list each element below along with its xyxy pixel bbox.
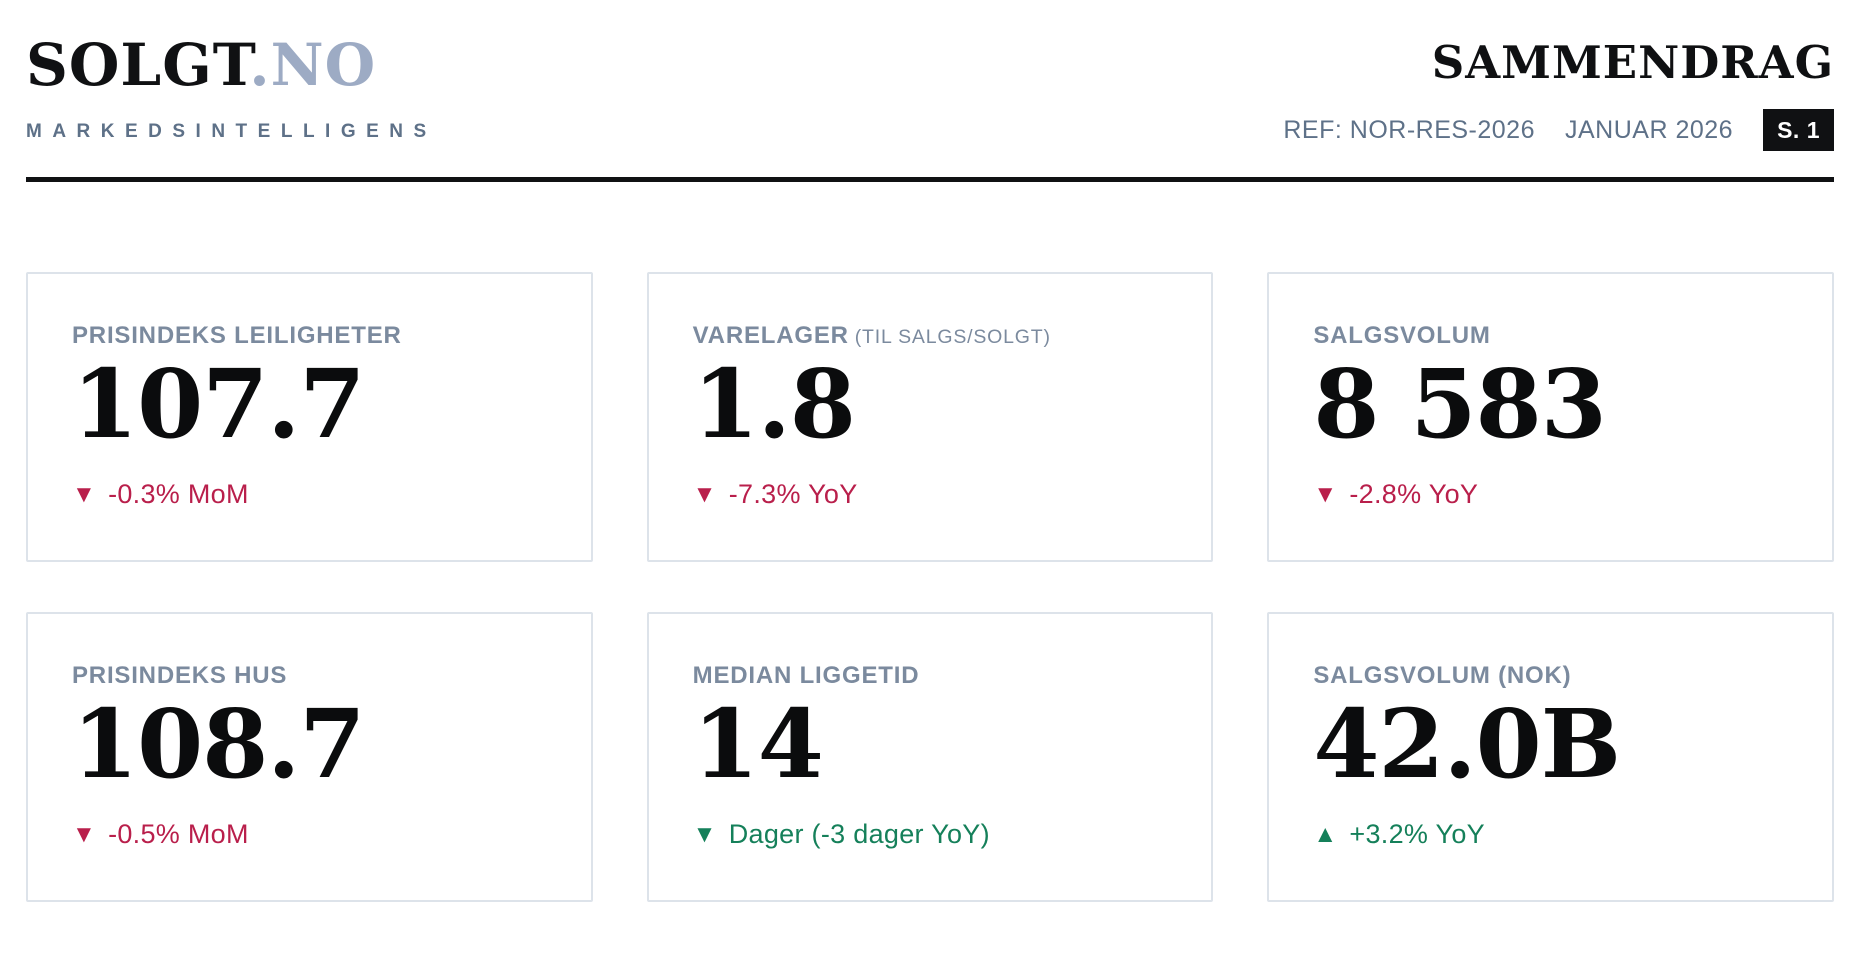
kpi-label-row: PRISINDEKS HUS [72,662,547,690]
kpi-value: 14 [692,689,824,800]
trend-down-icon: ▼ [1313,480,1338,508]
kpi-value: 8 583 [1313,349,1606,460]
kpi-delta-text: -0.5% MoM [108,819,249,850]
kpi-card-prisindeks-leiligheter: PRISINDEKS LEILIGHETER 107.7 ▼ -0.3% MoM [26,272,593,562]
kpi-label: SALGSVOLUM [1313,322,1491,349]
trend-up-icon: ▲ [1313,820,1338,848]
kpi-value: 108.7 [72,689,365,800]
kpi-sublabel: (TIL SALGS/SOLGT) [854,326,1051,348]
kpi-label: PRISINDEKS LEILIGHETER [72,322,402,349]
reference-number: REF: NOR-RES-2026 [1283,115,1535,144]
kpi-label-row: PRISINDEKS LEILIGHETER [72,322,547,350]
kpi-delta: ▲ +3.2% YoY [1313,819,1788,850]
kpi-label-row: SALGSVOLUM (NOK) [1313,662,1788,690]
kpi-card-median-liggetid: MEDIAN LIGGETID 14 ▼ Dager (-3 dager YoY… [646,612,1214,902]
kpi-delta: ▼ -7.3% YoY [693,479,1168,510]
kpi-label-row: SALGSVOLUM [1313,322,1788,350]
trend-down-icon: ▼ [692,820,717,848]
kpi-grid: PRISINDEKS LEILIGHETER 107.7 ▼ -0.3% MoM… [26,272,1834,902]
report-period: JANUAR 2026 [1565,115,1734,144]
kpi-delta: ▼ Dager (-3 dager YoY) [693,819,1168,850]
kpi-delta: ▼ -0.3% MoM [72,479,547,510]
logo-primary: SOLGT [26,31,250,99]
meta-row: REF: NOR-RES-2026 JANUAR 2026 S. 1 [1283,109,1834,151]
logo-secondary: .NO [249,31,377,99]
report-header: SOLGT.NO MARKEDSINTELLIGENS SAMMENDRAG R… [26,36,1834,151]
header-divider [26,177,1834,182]
kpi-card-prisindeks-hus: PRISINDEKS HUS 108.7 ▼ -0.5% MoM [26,612,593,902]
kpi-label: VARELAGER [692,322,849,349]
kpi-delta-text: Dager (-3 dager YoY) [728,819,990,850]
page-title: SAMMENDRAG [1431,36,1834,89]
kpi-card-salgsvolum-nok: SALGSVOLUM (NOK) 42.0B ▲ +3.2% YoY [1267,612,1834,902]
kpi-label: SALGSVOLUM (NOK) [1313,662,1572,689]
kpi-delta: ▼ -0.5% MoM [72,819,547,850]
kpi-delta-text: -7.3% YoY [728,479,858,510]
kpi-label: PRISINDEKS HUS [72,662,288,689]
report-meta-block: SAMMENDRAG REF: NOR-RES-2026 JANUAR 2026… [1283,36,1834,151]
trend-down-icon: ▼ [72,820,97,848]
kpi-delta-text: +3.2% YoY [1349,819,1485,850]
trend-down-icon: ▼ [692,480,717,508]
kpi-card-salgsvolum: SALGSVOLUM 8 583 ▼ -2.8% YoY [1267,272,1834,562]
brand-tagline: MARKEDSINTELLIGENS [26,121,437,142]
page-number-badge: S. 1 [1763,109,1834,151]
kpi-delta: ▼ -2.8% YoY [1313,479,1788,510]
kpi-card-varelager: VARELAGER (TIL SALGS/SOLGT) 1.8 ▼ -7.3% Y… [646,272,1214,562]
logo: SOLGT.NO [26,36,437,94]
kpi-label-row: MEDIAN LIGGETID [693,662,1168,690]
brand-block: SOLGT.NO MARKEDSINTELLIGENS [26,36,437,143]
kpi-delta-text: -0.3% MoM [108,479,249,510]
trend-down-icon: ▼ [72,480,97,508]
kpi-value: 107.7 [72,349,365,460]
kpi-delta-text: -2.8% YoY [1349,479,1479,510]
kpi-value: 42.0B [1313,689,1621,800]
kpi-label-row: VARELAGER (TIL SALGS/SOLGT) [693,322,1168,350]
kpi-value: 1.8 [692,349,856,460]
kpi-label: MEDIAN LIGGETID [692,662,920,689]
